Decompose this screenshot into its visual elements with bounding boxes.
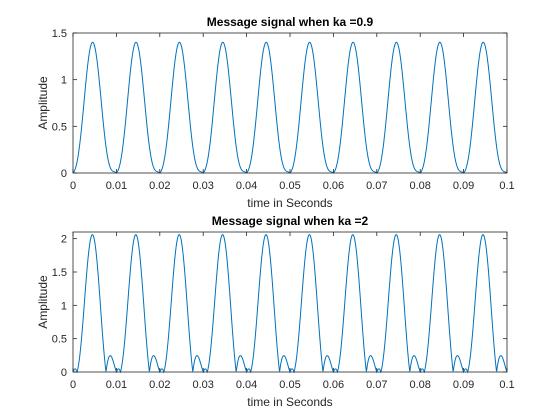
y-tick-label: 2 [61,234,67,246]
x-tick-label: 0.04 [236,180,257,192]
x-tick-label: 0.1 [499,379,514,391]
x-tick-labels: 0 0.01 0.02 0.03 0.04 0.05 0.06 0.07 0.08 0.09 0.1 [70,379,515,391]
y-tick-label: 1.5 [52,267,67,279]
x-axis-label: time in Seconds [247,196,332,210]
x-tick-label: 0.02 [149,180,170,192]
x-tick-label: 0.06 [323,180,344,192]
axes-background [73,33,507,173]
y-tick-labels: 0 0.5 1 1.5 [52,28,67,180]
x-tick-label: 0.09 [453,180,474,192]
y-axis-label: Amplitude [36,275,50,329]
y-tick-label: 1 [61,75,67,87]
x-tick-label: 0.07 [366,180,387,192]
x-tick-label: 0.06 [323,379,344,391]
x-tick-label: 0.03 [192,180,213,192]
y-tick-label: 1.5 [52,28,67,40]
x-tick-label: 0.01 [106,379,127,391]
y-tick-label: 0 [61,168,67,180]
x-tick-label: 0.07 [366,379,387,391]
x-tick-label: 0 [70,180,76,192]
subplot-bottom: 0 0.01 0.02 0.03 0.04 0.05 0.06 0.07 0.08 0.09 0.1… [36,214,515,409]
x-tick-label: 0.1 [499,180,514,192]
x-tick-label: 0.02 [149,379,170,391]
subplot-top: 0 0.01 0.02 0.03 0.04 0.05 0.06 0.07 0.08 0.09 0.1… [36,15,515,210]
x-tick-label: 0.01 [106,180,127,192]
axes-background [73,232,507,372]
y-tick-label: 0 [61,367,67,379]
x-tick-label: 0.03 [192,379,213,391]
x-tick-labels: 0 0.01 0.02 0.03 0.04 0.05 0.06 0.07 0.08 0.09 0.1 [70,180,515,192]
x-tick-label: 0.05 [279,379,300,391]
y-axis-label: Amplitude [36,76,50,130]
x-axis-label: time in Seconds [247,395,332,409]
x-tick-label: 0.08 [409,180,430,192]
x-tick-label: 0 [70,379,76,391]
y-tick-label: 0.5 [52,334,67,346]
x-tick-label: 0.08 [409,379,430,391]
y-tick-label: 0.5 [52,121,67,133]
x-tick-label: 0.04 [236,379,257,391]
y-tick-label: 1 [61,300,67,312]
chart-title: Message signal when ka =0.9 [207,15,374,29]
x-tick-label: 0.05 [279,180,300,192]
chart-title: Message signal when ka =2 [212,214,369,228]
y-tick-labels: 0 0.5 1 1.5 2 [52,234,67,379]
x-tick-label: 0.09 [453,379,474,391]
